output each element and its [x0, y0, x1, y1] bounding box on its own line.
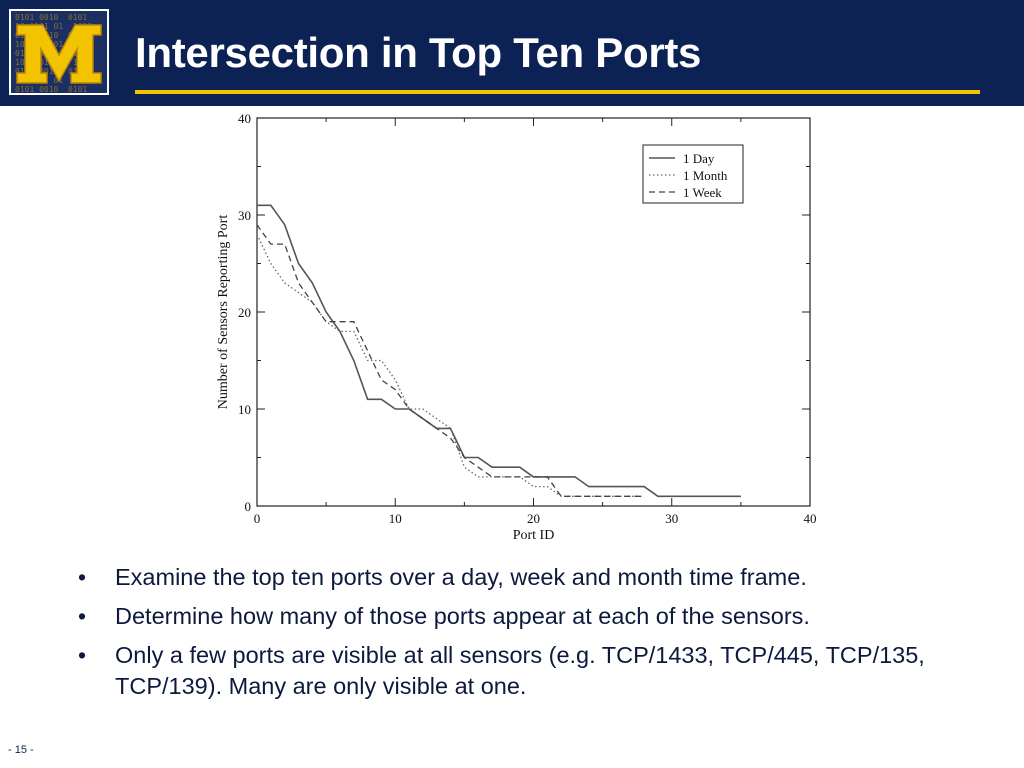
- chart-series: [256, 204, 741, 498]
- x-tick-label: 30: [665, 511, 678, 526]
- bullet-dot-icon: •: [78, 603, 87, 629]
- y-tick-label: 20: [238, 305, 251, 320]
- page-number: - 15 -: [8, 744, 34, 756]
- chart-axes: 0 10 20 30 40 0 10 20 30 40 Port ID Number of Senso…: [216, 111, 817, 543]
- bullet-item: • Determine how many of those ports appea…: [78, 601, 998, 632]
- x-tick-label: 0: [254, 511, 261, 526]
- line-chart: 0 10 20 30 40 0 10 20 30 40 Port ID Number of Senso…: [216, 111, 817, 543]
- y-tick-label: 40: [238, 111, 251, 126]
- bullet-text: Determine how many of those ports appear…: [115, 603, 810, 629]
- bullet-list: • Examine the top ten ports over a day, w…: [78, 562, 998, 710]
- logo-m-glyph: [16, 24, 102, 84]
- y-axis-label: Number of Sensors Reporting Port: [216, 215, 231, 410]
- x-tick-label: 10: [389, 511, 402, 526]
- bullet-dot-icon: •: [78, 564, 87, 590]
- series-line-1-week: [256, 224, 645, 497]
- series-line-1-day: [257, 204, 741, 498]
- bullet-dot-icon: •: [78, 642, 87, 668]
- x-tick-label: 20: [527, 511, 540, 526]
- legend-label: 1 Day: [683, 151, 715, 166]
- x-axis-label: Port ID: [513, 528, 555, 543]
- legend-box: [642, 144, 744, 204]
- y-tick-label: 30: [238, 208, 251, 223]
- bullet-text: Examine the top ten ports over a day, we…: [115, 564, 807, 590]
- legend-label: 1 Month: [683, 168, 728, 183]
- y-tick-label: 10: [238, 402, 251, 417]
- slide-title: Intersection in Top Ten Ports: [135, 29, 702, 76]
- bullet-item: • Examine the top ten ports over a day, w…: [78, 562, 998, 593]
- bullet-text: Only a few ports are visible at all sens…: [115, 642, 925, 699]
- chart-container: 0 10 20 30 40 0 10 20 30 40 Port ID Number of Senso…: [200, 108, 840, 548]
- x-tick-label: 40: [804, 511, 817, 526]
- chart-legend: 1 Day 1 Month 1 Week: [642, 144, 744, 204]
- y-tick-label: 0: [245, 499, 252, 514]
- legend-label: 1 Week: [683, 185, 722, 200]
- series-line-1-month: [256, 234, 645, 497]
- bullet-item: • Only a few ports are visible at all sen…: [78, 640, 998, 702]
- title-underline: [135, 90, 980, 94]
